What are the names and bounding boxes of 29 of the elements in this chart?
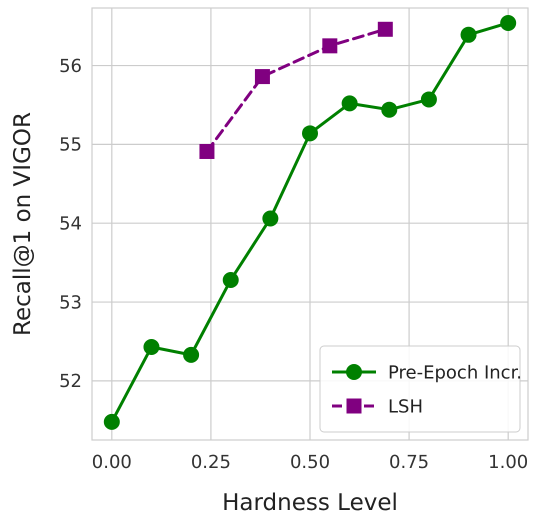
point [254, 69, 270, 84]
x-tick-label: 1.00 [488, 452, 528, 473]
y-tick-label: 53 [59, 292, 82, 314]
legend-label: LSH [388, 396, 423, 418]
point [143, 338, 160, 355]
x-tick-label: 0.25 [190, 452, 231, 473]
y-tick-label: 55 [59, 134, 82, 156]
point [342, 95, 358, 112]
point [420, 91, 437, 108]
point [322, 38, 338, 54]
point [378, 22, 393, 37]
point [183, 346, 200, 363]
point [222, 272, 239, 288]
point [199, 144, 214, 159]
point [104, 414, 120, 430]
y-tick-label: 52 [59, 371, 82, 392]
point [500, 14, 516, 31]
legend-label: Pre-Epoch Incr. [388, 362, 522, 384]
x-tick-label: 0.75 [389, 452, 430, 473]
point [460, 26, 477, 43]
point [302, 125, 318, 142]
point [381, 102, 398, 118]
y-axis-title: Recall@1 on VIGOR [10, 112, 36, 336]
x-axis-title: Hardness Level [222, 490, 398, 516]
y-tick-label: 54 [59, 214, 82, 235]
y-tick-label: 56 [59, 56, 82, 77]
point [262, 210, 278, 226]
x-tick-label: 0.00 [92, 452, 132, 473]
x-tick-label: 0.50 [290, 452, 330, 473]
